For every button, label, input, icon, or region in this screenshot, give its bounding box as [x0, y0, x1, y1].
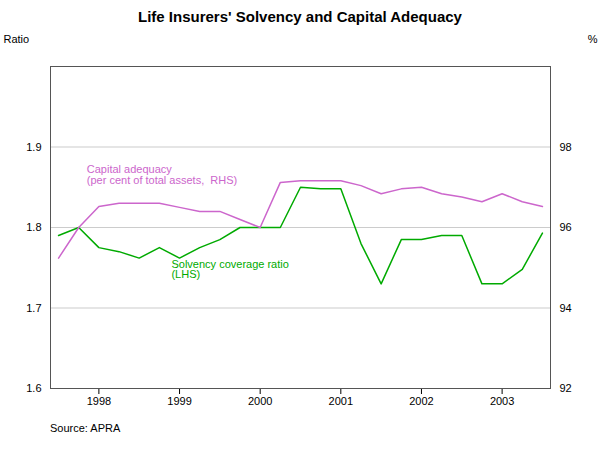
svg-text:94: 94 [560, 302, 572, 314]
svg-text:Ratio: Ratio [4, 33, 30, 45]
html-text:Source: APRA: Source: APRA [50, 422, 121, 434]
svg-text:98: 98 [560, 141, 572, 153]
html-text:Life Insurers' Solvency and Ca: Life Insurers' Solvency and Capital Adeq… [138, 8, 462, 25]
svg-text:Solvency coverage ratio(LHS): Solvency coverage ratio(LHS) [171, 258, 288, 281]
svg-text:2001: 2001 [329, 395, 353, 407]
svg-text:%: % [588, 33, 598, 45]
svg-text:1998: 1998 [87, 395, 111, 407]
svg-text:1.9: 1.9 [26, 141, 41, 153]
svg-text:2000: 2000 [248, 395, 272, 407]
svg-text:2002: 2002 [409, 395, 433, 407]
svg-text:92: 92 [560, 382, 572, 394]
svg-text:1.6: 1.6 [26, 382, 41, 394]
svg-text:2003: 2003 [490, 395, 514, 407]
svg-text:96: 96 [560, 221, 572, 233]
svg-text:1.8: 1.8 [26, 221, 41, 233]
svg-text:1.7: 1.7 [26, 302, 41, 314]
svg-text:1999: 1999 [167, 395, 191, 407]
svg-text:Capital adequacy(per cent of t: Capital adequacy(per cent of total asset… [87, 163, 237, 186]
